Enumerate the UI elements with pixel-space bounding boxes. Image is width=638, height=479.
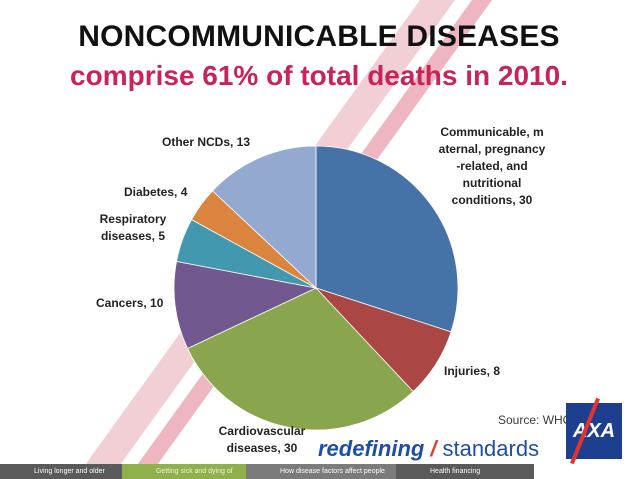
pie-slice-cancers bbox=[173, 260, 318, 349]
brand-word-1: redefining bbox=[318, 436, 425, 461]
slide-subtitle: comprise 61% of total deaths in 2010. bbox=[70, 60, 568, 91]
brand-word-2: standards bbox=[442, 436, 540, 461]
label-communicable: Communicable, m aternal, pregnancy -rela… bbox=[438, 125, 546, 207]
label-cardiovascular: Cardiovascular diseases, 30 bbox=[218, 424, 306, 455]
pie-slice-other-ncds bbox=[211, 145, 317, 289]
footer-spacer bbox=[534, 464, 638, 479]
footer-tab-health-financing[interactable]: Health financing bbox=[396, 464, 534, 479]
brand-tagline: redefining / standards bbox=[318, 436, 539, 462]
footer-nav: Living longer and older Getting sick and… bbox=[0, 464, 638, 479]
footer-tab-living-longer[interactable]: Living longer and older bbox=[0, 464, 122, 479]
label-cancers: Cancers, 10 bbox=[96, 296, 164, 310]
footer-tab-ncds[interactable]: Getting sick and dying of NCDs bbox=[122, 464, 246, 479]
slide-title: NONCOMMUNICABLE DISEASES bbox=[78, 20, 560, 53]
brand-slash: / bbox=[430, 436, 437, 461]
footer-tab-disease-factors[interactable]: How disease factors affect people bbox=[246, 464, 396, 479]
label-injuries: Injuries, 8 bbox=[444, 364, 501, 378]
label-other-ncds: Other NCDs, 13 bbox=[162, 135, 251, 149]
pie-slice-cardiovascular bbox=[186, 287, 414, 431]
pie-slice-communicable bbox=[315, 145, 459, 333]
label-diabetes: Diabetes, 4 bbox=[124, 185, 188, 199]
label-respiratory: Respiratory diseases, 5 bbox=[99, 212, 167, 243]
